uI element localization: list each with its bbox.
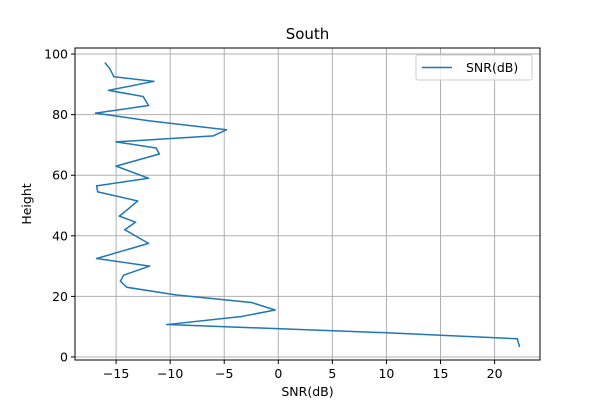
data-point: [104, 62, 107, 64]
data-point: [94, 112, 97, 114]
x-axis-label: SNR(dB): [281, 384, 333, 399]
y-tick-label: 0: [60, 349, 68, 364]
y-tick-label: 60: [52, 168, 68, 183]
data-point: [119, 280, 122, 282]
data-point: [518, 345, 521, 348]
data-point: [174, 294, 177, 296]
data-point: [96, 191, 99, 193]
data-point: [147, 242, 150, 245]
chart-title: South: [286, 25, 330, 43]
ticks: −15 −10 −5 0 5 10 15 20 0 20 40 60 80 100: [44, 47, 502, 381]
data-point: [95, 257, 98, 260]
data-point: [123, 229, 126, 231]
data-point: [142, 95, 144, 98]
data-point: [118, 215, 121, 217]
data-point: [516, 338, 519, 340]
x-tick-label: 0: [274, 366, 282, 381]
x-tick-label: −15: [103, 366, 129, 381]
legend-box: [415, 54, 533, 81]
data-point: [95, 185, 98, 187]
data-point: [155, 147, 157, 149]
data-point: [136, 200, 139, 202]
y-axis-label: Height: [19, 183, 34, 224]
data-point: [239, 315, 242, 318]
data-point: [153, 80, 155, 83]
y-tick-label: 80: [52, 107, 68, 122]
data-point: [166, 323, 168, 326]
data-point: [225, 129, 228, 131]
data-point: [122, 274, 125, 276]
series-layer: [94, 62, 521, 348]
grid: [75, 48, 540, 360]
data-point: [115, 141, 117, 143]
data-point: [115, 165, 117, 167]
x-tick-label: 5: [328, 366, 336, 381]
legend-series-label: SNR(dB): [466, 60, 518, 75]
plot-frame: [74, 47, 541, 361]
y-tick-label: 40: [52, 228, 68, 243]
data-point: [126, 286, 128, 289]
x-tick-label: −5: [215, 366, 233, 381]
data-point: [108, 67, 111, 70]
x-tick-label: −10: [157, 366, 183, 381]
data-point: [148, 265, 151, 267]
x-tick-label: 10: [378, 366, 394, 381]
data-point: [134, 221, 137, 223]
data-point: [250, 301, 253, 304]
data-point: [274, 309, 276, 311]
legend: SNR(dB): [415, 54, 533, 81]
data-point: [212, 135, 215, 137]
x-tick-label: 20: [487, 366, 503, 381]
data-point: [147, 177, 150, 179]
plot-background: [75, 48, 540, 360]
y-tick-label: 20: [52, 289, 68, 304]
x-tick-label: 15: [433, 366, 449, 381]
data-point: [107, 89, 110, 92]
data-point: [126, 209, 128, 211]
y-tick-label: 100: [44, 47, 68, 62]
data-point: [147, 104, 150, 107]
data-point: [113, 76, 115, 78]
data-point: [147, 119, 150, 122]
data-point: [385, 331, 388, 334]
data-point: [158, 153, 161, 155]
